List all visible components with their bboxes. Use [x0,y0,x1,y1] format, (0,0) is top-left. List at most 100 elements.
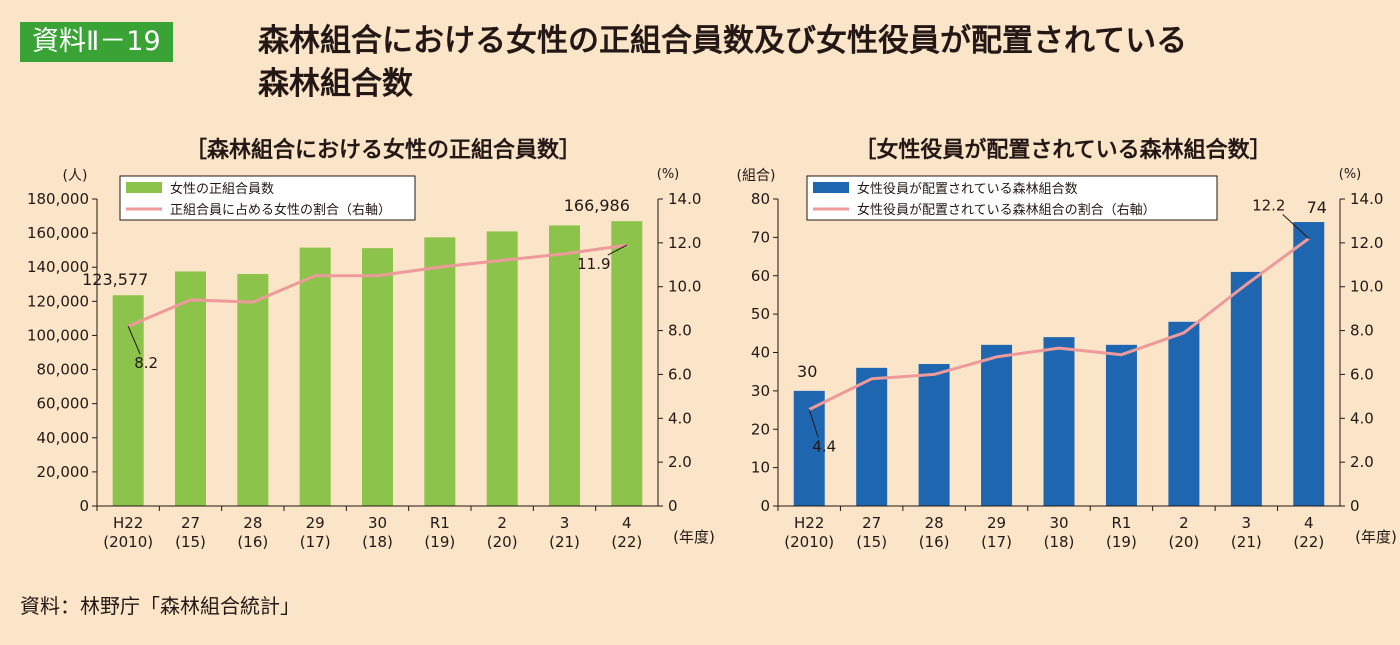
chart2-x-tick-label: 2 [1179,514,1189,532]
chart1-left-tick-label: 80,000 [37,361,90,379]
chart2-x-tick-label: R1 [1111,514,1131,532]
chart1-first-line-leader [127,325,141,355]
chart1-right-tick-label: 2.0 [668,453,692,471]
chart2-x-tick-label: 28 [925,514,944,532]
chart1-right-tick-label: 10.0 [668,278,701,296]
chart1-x-tick-sublabel: (2010) [103,533,153,551]
chart1-bar [362,248,393,506]
chart2-legend-box [806,175,1218,221]
page-title-line-1: 森林組合における女性の正組合員数及び女性役員が配置されている [258,23,1188,59]
chart1-title: ［森林組合における女性の正組合員数］ [185,137,581,163]
chart2-bar [1293,222,1325,506]
chart2-last-line-value-label: 12.2 [1252,196,1285,214]
chart2-bar [1230,271,1262,506]
chart1-legend-box [119,175,416,221]
chart1-x-tick-label: 4 [622,514,632,532]
chart2-first-bar-value-label: 30 [797,362,817,381]
chart1-right-tick-label: 4.0 [668,409,692,427]
chart1-x-tick-label: 3 [560,514,570,532]
chart2-first-line-leader [808,409,819,438]
chart2-bar [856,367,888,506]
chart2-bar [1043,337,1075,506]
chart1-bar [611,221,643,506]
chart2-x-tick-label: 30 [1049,514,1068,532]
chart2-last-bar-value-label: 74 [1307,198,1327,217]
chart2-x-tick-label: 27 [862,514,881,532]
source-note: 資料：林野庁「森林組合統計」 [20,594,300,618]
chart1-right-tick-label: 8.0 [668,322,692,340]
chart1-right-tick-label: 0 [668,497,678,515]
page-title-line-2: 森林組合数 [258,66,413,102]
chart1-legend-label-line: 正組合員に占める女性の割合（右軸） [170,202,391,218]
chart1-x-tick-label: 30 [368,514,387,532]
chart1-right-tick-label: 6.0 [668,365,692,383]
chart2-x-tick-sublabel: (18) [1044,533,1075,551]
chart2-legend-label-line: 女性役員が配置されている森林組合の割合（右軸） [857,202,1156,218]
chart2-right-tick-label: 2.0 [1350,453,1374,471]
chart2-x-tick-sublabel: (2010) [784,533,834,551]
chart1-first-bar-value-label: 123,577 [82,270,148,289]
chart2-x-tick-sublabel: (15) [856,533,887,551]
chart1-first-line-value-label: 8.2 [134,354,158,372]
chart1-legend-label-bar: 女性の正組合員数 [170,181,274,197]
chart1-x-tick-sublabel: (19) [424,533,455,551]
chart2-bar [1105,344,1137,506]
chart1-right-tick-label: 12.0 [668,234,701,252]
chart1-ratio-line [127,243,628,328]
chart1-x-tick-label: 27 [181,514,200,532]
chart1-x-tick-sublabel: (22) [611,533,642,551]
chart2-x-tick-sublabel: (19) [1106,533,1137,551]
chart1-bar [175,271,206,506]
chart2-right-tick-label: 0 [1350,497,1360,515]
chart2-ratio-line [808,237,1310,411]
chart1-left-tick-label: 60,000 [37,395,90,413]
chart1-left-tick-label: 100,000 [27,326,89,344]
chart1-bar [237,274,269,506]
chart2-bar [1168,321,1200,506]
chart1-left-tick-label: 160,000 [27,224,89,242]
chart2-left-tick-label: 20 [751,420,770,438]
chart2-right-tick-label: 10.0 [1350,278,1383,296]
chart1-x-tick-label: R1 [430,514,450,532]
chart1-left-tick-label: 180,000 [27,190,89,208]
chart1-x-tick-sublabel: (21) [549,533,580,551]
chart2-right-tick-label: 12.0 [1350,234,1383,252]
chart1-bar [299,247,331,506]
chart2-left-tick-label: 0 [760,497,770,515]
chart1-x-tick-sublabel: (20) [487,533,518,551]
chart1-x-axis-unit: (年度) [673,528,715,546]
chart1-x-tick-sublabel: (15) [175,533,206,551]
chart2-x-axis-unit: (年度) [1355,528,1397,546]
chart2-right-tick-label: 8.0 [1350,322,1374,340]
chart2-last-line-leader [1282,214,1310,239]
chart1-x-tick-sublabel: (18) [362,533,393,551]
chart1-right-tick-label: 14.0 [668,190,701,208]
chart1-legend-swatch-bar [126,182,162,193]
chart2-right-tick-label: 6.0 [1350,365,1374,383]
chart1-x-tick-sublabel: (16) [237,533,268,551]
chart2-x-tick-sublabel: (21) [1231,533,1262,551]
figure-number-badge: 資料Ⅱ－19 [20,22,173,62]
chart2-left-tick-label: 80 [751,190,770,208]
chart2-x-tick-label: H22 [794,514,824,532]
chart2-bar [981,344,1013,506]
chart2-x-tick-sublabel: (22) [1293,533,1324,551]
chart1-last-line-value-label: 11.9 [577,255,610,273]
chart2-left-tick-label: 40 [751,344,770,362]
chart2-x-tick-label: 3 [1242,514,1252,532]
chart1-x-tick-label: 2 [497,514,507,532]
chart1-x-tick-label: 29 [306,514,325,532]
chart2-left-tick-label: 60 [751,267,770,285]
chart2-title: ［女性役員が配置されている森林組合数］ [854,137,1271,163]
chart1-bar [486,231,518,506]
chart2-x-tick-label: 4 [1304,514,1314,532]
chart2-x-tick-sublabel: (17) [981,533,1012,551]
chart2-left-axis-unit: (組合) [737,168,776,184]
chart1-left-tick-label: 20,000 [37,463,90,481]
chart2-first-line-value-label: 4.4 [812,438,836,456]
chart2-x-tick-sublabel: (20) [1168,533,1199,551]
chart2-x-tick-sublabel: (16) [919,533,950,551]
chart1-left-tick-label: 140,000 [27,258,89,276]
chart1-left-tick-label: 120,000 [27,292,89,310]
